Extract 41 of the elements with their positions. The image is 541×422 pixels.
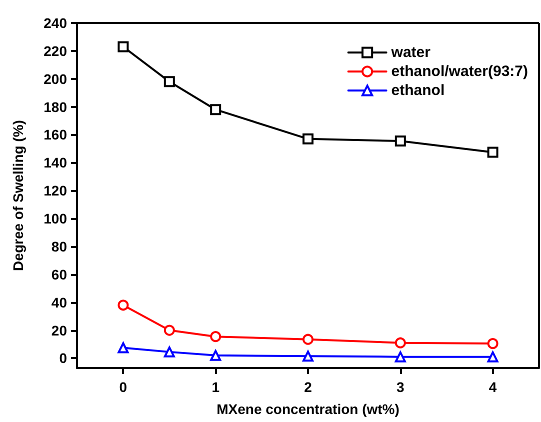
- y-tick-label: 240: [44, 15, 68, 31]
- legend-label: ethanol: [391, 82, 445, 99]
- y-tick-label: 0: [59, 350, 68, 366]
- point: [118, 342, 129, 354]
- x-tick-label: 3: [396, 379, 404, 395]
- point: [487, 146, 498, 158]
- point: [164, 324, 175, 336]
- y-tick-label: 20: [51, 322, 68, 338]
- point: [394, 351, 406, 362]
- x-tick-label: 0: [119, 379, 128, 395]
- point: [118, 41, 129, 52]
- point: [302, 133, 314, 144]
- y-tick-label: 80: [51, 238, 68, 254]
- point: [210, 331, 222, 342]
- y-tick-label: 220: [44, 42, 68, 59]
- point: [164, 76, 175, 88]
- y-tick-label: 100: [44, 210, 68, 227]
- y-axis-title: Degree of Swelling (%): [10, 120, 26, 271]
- y-tick-label: 60: [51, 266, 68, 282]
- point: [210, 104, 222, 116]
- point: [394, 136, 406, 147]
- legend-label: water: [390, 44, 431, 61]
- y-tick-label: 180: [44, 98, 68, 115]
- point: [302, 350, 314, 362]
- x-tick-label: 1: [212, 379, 220, 395]
- point: [118, 300, 129, 311]
- y-tick-label: 200: [44, 70, 68, 87]
- legend-label: ethanol/water(93:7): [391, 63, 528, 80]
- x-tick-label: 4: [488, 379, 497, 395]
- point: [394, 337, 406, 348]
- y-tick-label: 40: [51, 294, 68, 310]
- point: [302, 334, 314, 345]
- point: [210, 350, 222, 361]
- point: [164, 346, 175, 358]
- point: [487, 351, 498, 362]
- y-tick-label: 120: [44, 182, 68, 199]
- point: [487, 338, 498, 350]
- y-tick-label: 160: [44, 126, 68, 143]
- x-tick-label: 2: [304, 379, 312, 395]
- x-axis-title: MXene concentration (wt%): [216, 401, 400, 417]
- y-tick-label: 140: [44, 154, 68, 171]
